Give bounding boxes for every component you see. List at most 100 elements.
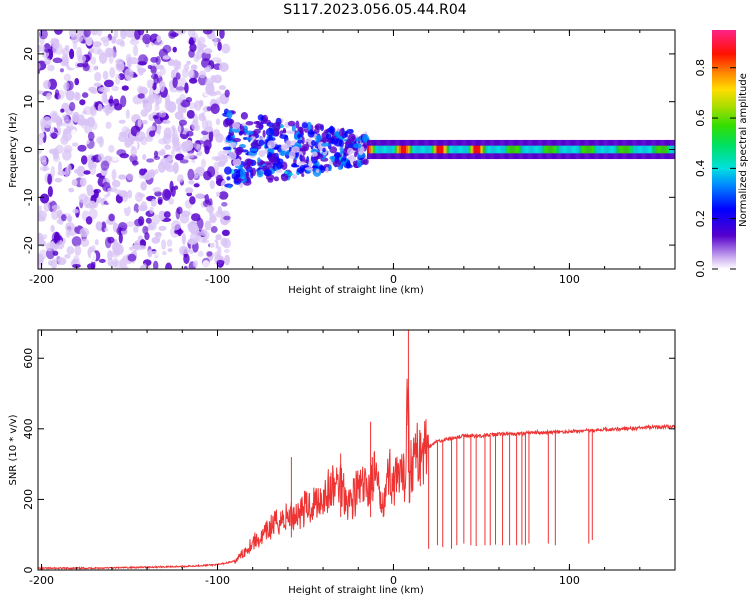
heatmap-cell [262,129,266,138]
heatmap-cell [137,54,148,66]
heatmap-cell [154,168,159,175]
heatmap-cell [83,170,91,175]
heatmap-cell [100,160,110,171]
heatmap-cell [246,137,253,141]
heatmap-cell [81,92,89,99]
heatmap-cell [63,73,72,81]
heatmap-cell [263,169,272,177]
heatmap-band-core [624,145,626,154]
heatmap-band-core [409,145,411,154]
heatmap-band-core [502,145,504,154]
heatmap-cell [125,30,136,38]
heatmap-cell [239,125,245,133]
heatmap-cell [137,204,148,212]
heatmap-band-core [526,145,528,154]
heatmap-band-core [521,145,523,154]
heatmap-cell [347,156,353,160]
heatmap-cell [267,140,276,149]
heatmap-band-core [458,145,461,154]
heatmap-band-core [484,145,486,154]
heatmap-band-core [625,145,627,154]
heatmap-cell [353,143,362,149]
heatmap-band-core [581,145,583,154]
heatmap-cell [157,196,163,203]
heatmap-band-core [553,145,556,154]
heatmap-cell [140,149,147,156]
heatmap-cell [90,89,98,94]
heatmap-band-core [478,145,481,154]
heatmap-cell [107,236,115,244]
heatmap-cell [190,64,198,71]
heatmap-cell [179,159,189,164]
heatmap-cell [66,246,75,255]
heatmap-cell [140,109,149,117]
heatmap-cell [279,134,288,139]
heatmap-band-core [387,145,389,154]
heatmap-cell [195,50,202,60]
heatmap-band-core [660,145,662,154]
heatmap-cell [195,193,205,199]
heatmap-cell [203,66,211,73]
heatmap-cell [138,193,145,198]
heatmap-band-core [497,145,500,154]
heatmap-band-core [643,145,645,154]
heatmap-band-core [400,145,403,154]
heatmap-band-core [480,145,482,154]
heatmap-cell [175,207,181,220]
heatmap-band-core [607,145,609,154]
heatmap-cell [190,213,201,222]
heatmap-band-core [512,145,514,154]
heatmap-band-core [406,145,408,154]
heatmap-cell [54,177,63,183]
heatmap-band-core [495,145,498,154]
heatmap-cell [106,195,113,204]
heatmap-cell [223,215,231,221]
heatmap-band-core [602,145,604,154]
heatmap-band-core [530,145,532,154]
heatmap-cell [131,160,139,166]
heatmap-cell [41,159,47,166]
heatmap-band-core [546,145,548,154]
heatmap-cell [229,118,235,125]
heatmap-cell [300,155,306,161]
heatmap-band-core [413,145,415,154]
snr-x-tick-label: -100 [205,574,230,587]
heatmap-cell [187,162,196,167]
heatmap-cell [223,249,230,254]
heatmap-band-core [417,145,419,154]
heatmap-band-core [560,145,562,154]
heatmap-cell [55,185,66,192]
heatmap-cell [208,129,214,142]
heatmap-cell [183,155,191,160]
heatmap-cell [232,137,242,143]
heatmap-cell [183,265,188,269]
heatmap-cell [65,126,71,134]
heatmap-cell [132,44,139,57]
heatmap-cell [54,30,63,35]
heatmap-cell [161,239,167,250]
heatmap-cell [55,115,62,127]
heatmap-band-core [622,145,624,154]
heatmap-cell [50,258,58,269]
heatmap-cell [151,214,161,225]
snr-y-tick-label: 0 [22,567,35,574]
snr-panel: -200 -100 0 100 0 200 400 600 Height of straig… [8,329,676,596]
heatmap-cell [281,173,289,182]
heatmap-cell [142,225,149,235]
heatmap-cell [53,147,59,158]
heatmap-cell [183,253,190,265]
heatmap-band-core [599,145,601,154]
heatmap-cell [218,191,229,200]
heatmap-band-core [532,145,535,154]
heatmap-cell [313,128,320,134]
heatmap-band-core [580,145,582,154]
heatmap-band-core [605,145,607,154]
heatmap-cell [282,128,286,133]
heatmap-cell [136,131,146,141]
heatmap-cell [213,74,222,84]
heatmap-band-core [648,145,651,154]
heatmap-cell [64,253,71,259]
heatmap-cell [111,85,120,92]
heatmap-cell [119,258,128,269]
heatmap-cell [301,173,305,177]
